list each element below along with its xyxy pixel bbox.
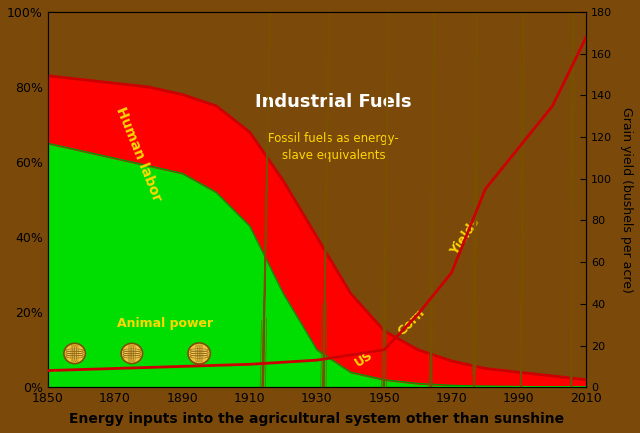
Text: US: US bbox=[353, 349, 376, 370]
Ellipse shape bbox=[253, 0, 273, 433]
Ellipse shape bbox=[468, 0, 482, 433]
Ellipse shape bbox=[565, 0, 580, 433]
Ellipse shape bbox=[191, 348, 208, 359]
Ellipse shape bbox=[514, 0, 531, 433]
Text: Industrial Fuels: Industrial Fuels bbox=[255, 93, 412, 111]
Ellipse shape bbox=[376, 0, 392, 433]
Ellipse shape bbox=[466, 0, 484, 433]
Ellipse shape bbox=[424, 0, 439, 433]
Ellipse shape bbox=[374, 0, 394, 433]
Ellipse shape bbox=[188, 343, 211, 364]
Text: Animal power: Animal power bbox=[117, 317, 214, 330]
Ellipse shape bbox=[121, 343, 143, 364]
Ellipse shape bbox=[313, 0, 334, 433]
Ellipse shape bbox=[316, 0, 332, 433]
Ellipse shape bbox=[255, 0, 271, 433]
Text: Human labor: Human labor bbox=[113, 105, 164, 204]
Ellipse shape bbox=[567, 0, 579, 433]
Ellipse shape bbox=[516, 0, 529, 433]
Text: Corn: Corn bbox=[395, 305, 428, 338]
Y-axis label: Grain yield (bushels per acre): Grain yield (bushels per acre) bbox=[620, 107, 633, 293]
Ellipse shape bbox=[67, 348, 83, 359]
X-axis label: Energy inputs into the agricultural system other than sunshine: Energy inputs into the agricultural syst… bbox=[69, 412, 564, 426]
Ellipse shape bbox=[422, 0, 441, 433]
Text: Yields: Yields bbox=[448, 216, 483, 258]
Ellipse shape bbox=[124, 348, 140, 359]
Text: Fossil fuels as energy-
slave equivalents: Fossil fuels as energy- slave equivalent… bbox=[268, 132, 399, 162]
Ellipse shape bbox=[64, 343, 85, 364]
